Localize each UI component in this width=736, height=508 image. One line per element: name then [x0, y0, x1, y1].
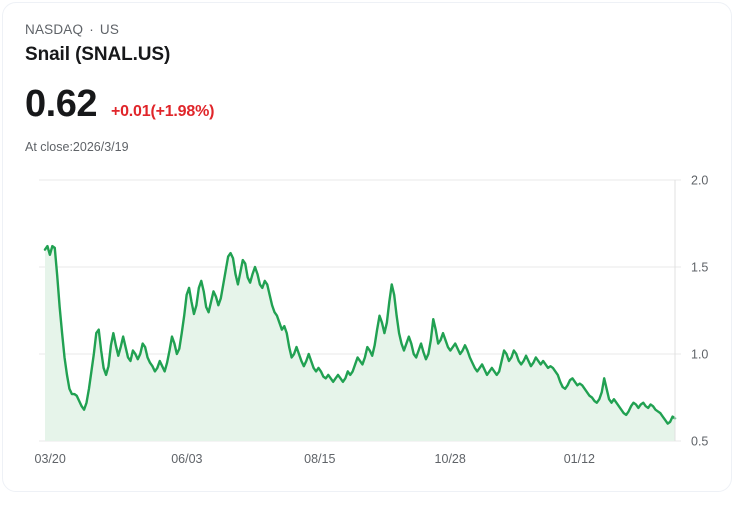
market-status-note: At close:2026/3/19 — [25, 140, 129, 154]
price-line — [43, 244, 677, 425]
y-axis-labels: 0.5 1.0 1.5 2.0 — [691, 174, 708, 449]
price-change: +0.01(+1.98%) — [110, 103, 215, 120]
price-area-fill — [45, 246, 675, 441]
x-axis-tick-label: 10/28 — [435, 452, 466, 466]
current-price: 0.62 — [25, 83, 97, 125]
y-axis-tick-label: 2.0 — [691, 174, 708, 188]
x-axis-tick-label: 01/12 — [564, 452, 595, 466]
page-title: Snail (SNAL.US) — [25, 44, 171, 65]
y-axis-tick-label: 0.5 — [691, 435, 708, 449]
y-axis-tick-label: 1.5 — [691, 261, 708, 275]
x-axis-tick-label: 03/20 — [35, 452, 66, 466]
exchange-region-row: NASDAQ · US — [25, 21, 625, 39]
price-row: 0.62 +0.01(+1.98%) — [25, 83, 214, 125]
exchange-name: NASDAQ — [25, 22, 84, 37]
separator-dot: · — [89, 22, 94, 37]
x-axis-tick-label: 06/03 — [171, 452, 202, 466]
price-chart[interactable]: 0.5 1.0 1.5 2.0 03/20 06/03 08/15 10/28 01/12 — [3, 163, 732, 473]
quote-header: NASDAQ · US Snail (SNAL.US) — [25, 21, 625, 68]
y-axis-tick-label: 1.0 — [691, 348, 708, 362]
x-axis-labels: 03/20 06/03 08/15 10/28 01/12 — [35, 452, 596, 466]
region-code: US — [99, 22, 120, 37]
price-chart-svg[interactable]: 0.5 1.0 1.5 2.0 03/20 06/03 08/15 10/28 01/12 — [3, 163, 732, 473]
stock-quote-card: NASDAQ · US Snail (SNAL.US) 0.62 +0.01(+1.… — [2, 2, 732, 492]
x-axis-tick-label: 08/15 — [304, 452, 335, 466]
